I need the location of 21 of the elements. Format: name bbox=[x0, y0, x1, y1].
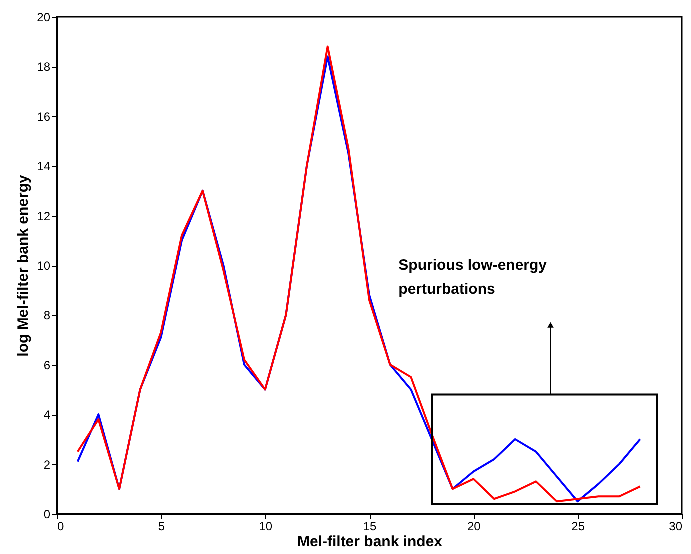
x-tick-label: 15 bbox=[363, 520, 377, 534]
y-tick-label: 16 bbox=[37, 110, 51, 124]
y-tick-label: 4 bbox=[44, 408, 51, 422]
y-tick-label: 8 bbox=[44, 308, 51, 323]
y-tick-label: 12 bbox=[37, 209, 51, 224]
annotation: Spurious low-energy perturbations bbox=[398, 257, 548, 298]
y-tick-label: 18 bbox=[37, 60, 51, 74]
x-tick-label: 30 bbox=[669, 520, 683, 534]
y-tick-label: 20 bbox=[37, 10, 51, 24]
y-tick-label: 10 bbox=[37, 259, 51, 273]
x-tick-label: 5 bbox=[158, 520, 166, 534]
y-axis-title: log Mel-filter bank energy bbox=[15, 174, 32, 357]
y-tick-label: 2 bbox=[44, 458, 51, 472]
y-tick-label: 0 bbox=[44, 508, 51, 522]
x-tick-label: 25 bbox=[572, 520, 586, 534]
x-tick-label: 0 bbox=[58, 520, 64, 534]
x-axis-title: Mel-filter bank index bbox=[297, 534, 444, 550]
y-tick-label: 6 bbox=[44, 358, 51, 372]
y-tick-label: 14 bbox=[37, 160, 51, 174]
x-tick-label: 20 bbox=[467, 520, 482, 534]
x-tick-label: 10 bbox=[259, 520, 273, 534]
